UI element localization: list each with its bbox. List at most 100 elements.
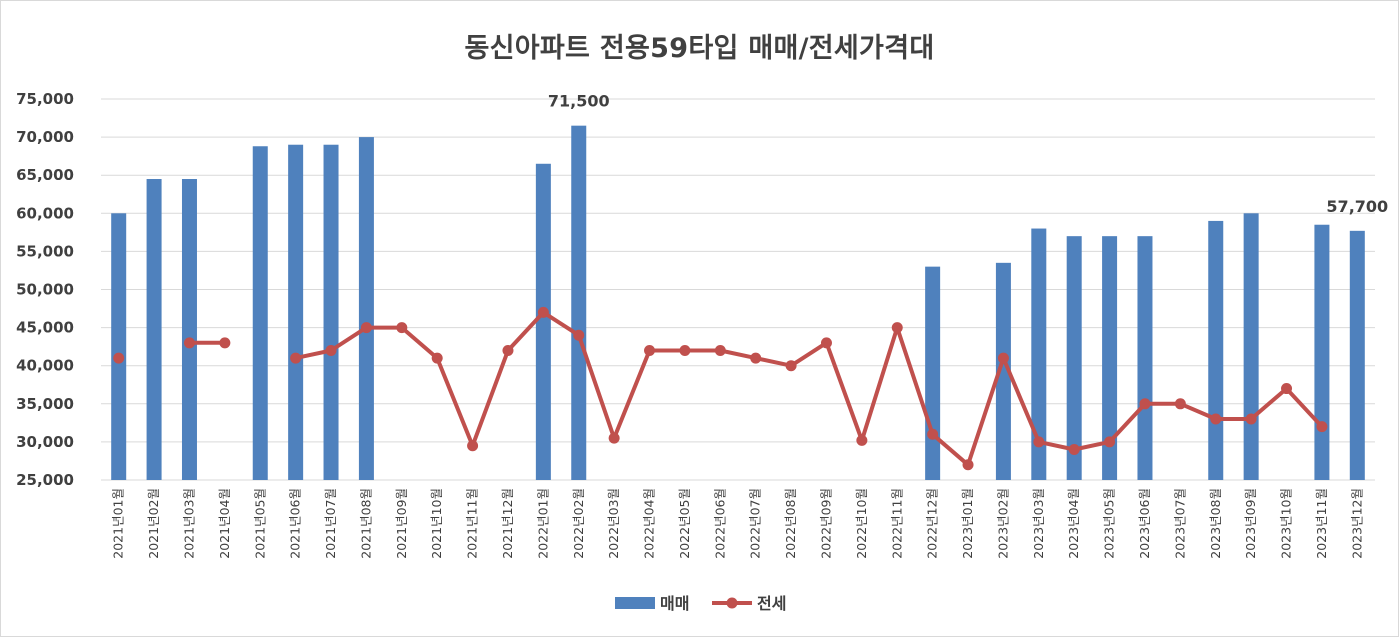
x-tick-label: 2021년10월 bbox=[429, 488, 444, 559]
bar bbox=[1349, 230, 1365, 480]
y-tick-label: 30,000 bbox=[16, 433, 74, 451]
x-tick-label: 2023년11월 bbox=[1314, 488, 1329, 559]
line-point bbox=[183, 337, 195, 349]
x-tick-label: 2021년03월 bbox=[181, 488, 196, 559]
line-point bbox=[467, 440, 479, 452]
line-point bbox=[679, 344, 691, 356]
x-tick-label: 2023년01월 bbox=[960, 488, 975, 559]
x-tick-label: 2022년12월 bbox=[925, 488, 940, 559]
line-point bbox=[431, 352, 443, 364]
x-tick-label: 2022년08월 bbox=[783, 488, 798, 559]
x-tick-label: 2022년07월 bbox=[748, 488, 763, 559]
bar bbox=[1137, 236, 1153, 480]
line-point bbox=[1033, 436, 1045, 448]
data-label: 57,700 bbox=[1326, 197, 1388, 216]
bar bbox=[111, 213, 127, 481]
x-tick-label: 2023년07월 bbox=[1172, 488, 1187, 559]
x-tick-label: 2021년04월 bbox=[217, 488, 232, 559]
line-point bbox=[1316, 421, 1328, 433]
bar bbox=[571, 125, 587, 481]
bar bbox=[1102, 236, 1118, 480]
line-point bbox=[644, 344, 656, 356]
bar bbox=[358, 137, 374, 480]
line-point bbox=[1245, 413, 1257, 425]
legend-label-bar: 매매 bbox=[660, 594, 689, 613]
line-point bbox=[1210, 413, 1222, 425]
bar bbox=[1314, 224, 1330, 480]
bar bbox=[925, 266, 941, 480]
y-tick-label: 35,000 bbox=[16, 395, 74, 413]
line-point bbox=[750, 352, 762, 364]
bar bbox=[146, 179, 162, 480]
x-tick-label: 2022년03월 bbox=[606, 488, 621, 559]
data-label: 71,500 bbox=[548, 92, 610, 111]
line-point bbox=[1281, 383, 1293, 395]
line-point bbox=[820, 337, 832, 349]
legend-label-line: 전세 bbox=[757, 594, 786, 613]
x-tick-label: 2023년08월 bbox=[1208, 488, 1223, 559]
x-tick-label: 2022년01월 bbox=[535, 488, 550, 559]
bar bbox=[1031, 228, 1047, 480]
line-point bbox=[927, 428, 939, 440]
x-tick-label: 2021년09월 bbox=[394, 488, 409, 559]
line-point bbox=[360, 322, 372, 334]
x-tick-label: 2022년11월 bbox=[889, 488, 904, 559]
x-tick-label: 2022년06월 bbox=[712, 488, 727, 559]
line-point bbox=[1104, 436, 1116, 448]
bar-series bbox=[111, 125, 1365, 481]
line-point bbox=[1174, 398, 1186, 410]
y-tick-label: 45,000 bbox=[16, 319, 74, 337]
legend: 매매 전세 bbox=[615, 594, 786, 613]
x-tick-label: 2021년01월 bbox=[111, 488, 126, 559]
y-tick-label: 50,000 bbox=[16, 281, 74, 299]
line-series bbox=[113, 306, 1328, 471]
x-axis-ticks: 2021년01월 2021년02월 2021년03월 2021년04월 2021년05월… bbox=[111, 488, 1365, 559]
line-point bbox=[573, 329, 585, 341]
y-tick-label: 40,000 bbox=[16, 357, 74, 375]
y-tick-label: 25,000 bbox=[16, 471, 74, 489]
legend-swatch-bar bbox=[615, 597, 655, 609]
line-point bbox=[537, 306, 549, 318]
line-point bbox=[113, 352, 125, 364]
x-tick-label: 2021년07월 bbox=[323, 488, 338, 559]
x-tick-label: 2021년11월 bbox=[465, 488, 480, 559]
bar bbox=[252, 146, 268, 480]
line-point bbox=[962, 459, 974, 471]
y-tick-label: 70,000 bbox=[16, 128, 74, 146]
line-point bbox=[714, 344, 726, 356]
y-tick-label: 60,000 bbox=[16, 204, 74, 222]
bar bbox=[1208, 220, 1224, 481]
bar bbox=[535, 163, 551, 480]
x-tick-label: 2021년05월 bbox=[252, 488, 267, 559]
x-tick-label: 2021년02월 bbox=[146, 488, 161, 559]
x-tick-label: 2023년12월 bbox=[1349, 488, 1364, 559]
legend-swatch-marker bbox=[726, 597, 738, 609]
x-tick-label: 2022년05월 bbox=[677, 488, 692, 559]
y-tick-label: 75,000 bbox=[16, 90, 74, 108]
x-tick-label: 2021년08월 bbox=[358, 488, 373, 559]
x-tick-label: 2022년09월 bbox=[818, 488, 833, 559]
line-point bbox=[325, 344, 337, 356]
line-point bbox=[856, 434, 868, 446]
line-point bbox=[997, 352, 1009, 364]
y-axis-ticks: 25,000 30,000 35,000 40,000 45,000 50,000 55,0… bbox=[16, 90, 74, 489]
series-line bbox=[295, 310, 1324, 467]
x-tick-label: 2021년12월 bbox=[500, 488, 515, 559]
line-point bbox=[608, 432, 620, 444]
line-point bbox=[396, 322, 408, 334]
line-point bbox=[290, 352, 302, 364]
x-tick-label: 2023년02월 bbox=[995, 488, 1010, 559]
x-tick-label: 2023년06월 bbox=[1137, 488, 1152, 559]
x-tick-label: 2022년10월 bbox=[854, 488, 869, 559]
x-tick-label: 2023년05월 bbox=[1102, 488, 1117, 559]
x-tick-label: 2023년10월 bbox=[1279, 488, 1294, 559]
line-point bbox=[502, 344, 514, 356]
line-point bbox=[219, 337, 231, 349]
bar bbox=[995, 262, 1011, 480]
line-point bbox=[1068, 444, 1080, 456]
bar bbox=[288, 144, 304, 480]
bar bbox=[323, 144, 339, 480]
x-tick-label: 2022년04월 bbox=[642, 488, 657, 559]
